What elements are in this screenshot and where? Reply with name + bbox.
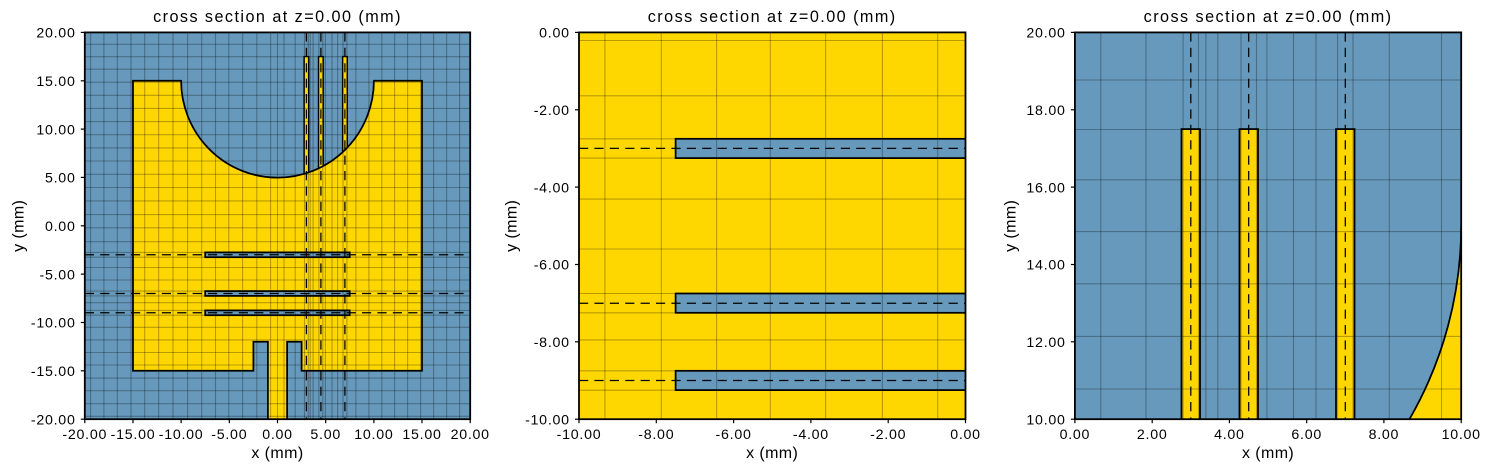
svg-text:-15.00: -15.00 — [111, 427, 156, 443]
svg-text:y (mm): y (mm) — [11, 200, 28, 252]
svg-text:-10.00: -10.00 — [557, 427, 602, 443]
svg-text:6.00: 6.00 — [1291, 427, 1322, 443]
svg-text:10.00: 10.00 — [1442, 427, 1481, 443]
svg-text:-10.00: -10.00 — [159, 427, 204, 443]
svg-text:0.00: 0.00 — [262, 427, 293, 443]
svg-text:cross section at z=0.00 (mm): cross section at z=0.00 (mm) — [648, 8, 897, 26]
svg-text:5.00: 5.00 — [310, 427, 341, 443]
svg-text:x (mm): x (mm) — [1242, 445, 1294, 462]
svg-text:cross section at z=0.00 (mm): cross section at z=0.00 (mm) — [153, 8, 402, 26]
svg-text:15.00: 15.00 — [36, 74, 75, 90]
svg-text:16.00: 16.00 — [1026, 180, 1065, 196]
svg-text:cross section at z=0.00 (mm): cross section at z=0.00 (mm) — [1144, 8, 1393, 26]
svg-text:5.00: 5.00 — [45, 171, 76, 187]
svg-text:-20.00: -20.00 — [31, 412, 76, 428]
svg-text:0.00: 0.00 — [539, 26, 570, 42]
svg-text:x (mm): x (mm) — [746, 445, 798, 462]
svg-text:20.00: 20.00 — [451, 427, 490, 443]
svg-text:18.00: 18.00 — [1026, 103, 1065, 119]
svg-text:0.00: 0.00 — [950, 427, 981, 443]
svg-text:10.00: 10.00 — [354, 427, 393, 443]
svg-text:-5.00: -5.00 — [211, 427, 247, 443]
svg-text:10.00: 10.00 — [1026, 412, 1065, 428]
svg-text:-20.00: -20.00 — [62, 427, 107, 443]
svg-text:x (mm): x (mm) — [251, 445, 303, 462]
svg-text:y (mm): y (mm) — [1003, 200, 1020, 252]
svg-text:0.00: 0.00 — [45, 219, 76, 235]
svg-text:20.00: 20.00 — [1026, 26, 1065, 42]
svg-text:4.00: 4.00 — [1214, 427, 1245, 443]
svg-text:-8.00: -8.00 — [534, 335, 570, 351]
svg-text:20.00: 20.00 — [36, 26, 75, 42]
svg-text:14.00: 14.00 — [1026, 258, 1065, 274]
svg-text:-5.00: -5.00 — [40, 267, 76, 283]
svg-text:-6.00: -6.00 — [716, 427, 752, 443]
svg-text:-2.00: -2.00 — [534, 103, 570, 119]
svg-text:0.00: 0.00 — [1060, 427, 1091, 443]
svg-text:2.00: 2.00 — [1137, 427, 1168, 443]
svg-text:-10.00: -10.00 — [31, 316, 76, 332]
svg-text:-2.00: -2.00 — [870, 427, 906, 443]
svg-text:-15.00: -15.00 — [31, 364, 76, 380]
svg-text:-10.00: -10.00 — [525, 412, 570, 428]
svg-text:15.00: 15.00 — [402, 427, 441, 443]
svg-text:10.00: 10.00 — [36, 122, 75, 138]
svg-text:8.00: 8.00 — [1369, 427, 1400, 443]
svg-text:-4.00: -4.00 — [793, 427, 829, 443]
svg-text:12.00: 12.00 — [1026, 335, 1065, 351]
svg-text:-8.00: -8.00 — [638, 427, 674, 443]
svg-text:y (mm): y (mm) — [504, 200, 521, 252]
svg-text:-4.00: -4.00 — [534, 180, 570, 196]
svg-text:-6.00: -6.00 — [534, 258, 570, 274]
